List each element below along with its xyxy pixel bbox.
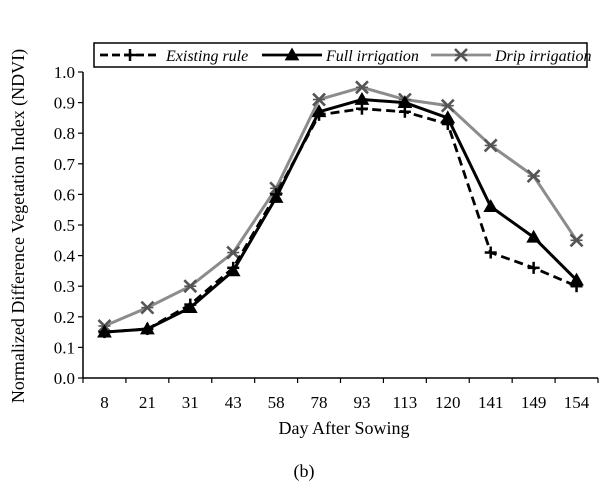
- legend-label-drip-irrigation: Drip irrigation: [494, 48, 591, 65]
- series-full-irrigation: [97, 92, 584, 338]
- legend-marker-drip-irrigation: [454, 48, 468, 62]
- x-axis-ticks: 8 21 31 43 58 78 93 113 120 141 149 154: [82, 378, 599, 412]
- series-existing-rule: [98, 102, 583, 339]
- data-point-drip-irrigation: [183, 279, 198, 294]
- x-tick-label: 78: [311, 393, 328, 412]
- data-point-existing-rule: [527, 261, 540, 274]
- legend: Existing rule Full irrigation Drip irrigat…: [93, 42, 591, 68]
- x-tick-label: 149: [521, 393, 547, 412]
- y-tick-label: 0.7: [54, 155, 76, 174]
- data-point-drip-irrigation: [355, 80, 369, 95]
- legend-label-full-irrigation: Full irrigation: [325, 48, 419, 65]
- data-point-existing-rule: [184, 298, 197, 311]
- data-point-existing-rule: [484, 246, 497, 259]
- legend-entry-full-irrigation: Full irrigation: [262, 47, 419, 65]
- x-tick-label: 154: [564, 393, 590, 412]
- data-point-existing-rule: [355, 102, 368, 115]
- y-tick-label: 0.9: [54, 94, 75, 113]
- legend-entry-existing-rule: Existing rule: [100, 48, 248, 65]
- data-point-drip-irrigation: [526, 169, 541, 183]
- legend-box: [93, 42, 588, 68]
- x-tick-label: 113: [392, 393, 417, 412]
- series-line-drip-irrigation: [103, 85, 578, 328]
- figure-caption: (b): [294, 461, 315, 482]
- series-line-full-irrigation: [104, 98, 578, 334]
- data-point-existing-rule: [270, 188, 283, 201]
- y-axis-ticks: 0.0 0.1 0.2 0.3 0.4 0.5 0.6 0.7 0.8 0.9 1.0: [54, 63, 83, 388]
- data-point-drip-irrigation: [140, 300, 155, 315]
- x-tick-label: 43: [225, 393, 242, 412]
- data-point-existing-rule: [98, 326, 111, 339]
- data-point-drip-irrigation: [440, 98, 455, 113]
- series-line-existing-rule: [104, 107, 578, 334]
- x-tick-label: 21: [139, 393, 156, 412]
- x-axis-label: Day After Sowing: [279, 418, 410, 438]
- x-tick-label: 93: [353, 393, 370, 412]
- legend-marker-full-irrigation: [284, 47, 300, 61]
- data-point-drip-irrigation: [226, 245, 241, 260]
- data-point-drip-irrigation: [483, 138, 498, 153]
- data-point-existing-rule: [313, 108, 326, 121]
- data-point-drip-irrigation: [569, 233, 584, 248]
- x-tick-label: 120: [435, 393, 461, 412]
- data-point-existing-rule: [141, 323, 154, 336]
- data-point-existing-rule: [398, 105, 411, 118]
- legend-label-existing-rule: Existing rule: [165, 48, 248, 65]
- data-point-existing-rule: [227, 261, 240, 274]
- axes: [82, 72, 598, 379]
- x-tick-label: 8: [100, 393, 109, 412]
- y-tick-label: 1.0: [54, 63, 75, 82]
- legend-marker-existing-rule: [124, 49, 136, 61]
- y-tick-label: 0.5: [54, 216, 75, 235]
- data-point-existing-rule: [570, 280, 583, 293]
- y-tick-label: 0.3: [54, 277, 75, 296]
- y-tick-label: 0.4: [54, 247, 76, 266]
- data-point-existing-rule: [441, 118, 454, 131]
- y-tick-label: 0.0: [54, 369, 75, 388]
- data-point-full-irrigation: [526, 229, 541, 243]
- data-point-full-irrigation: [483, 199, 499, 213]
- series-drip-irrigation: [97, 80, 584, 333]
- x-tick-label: 141: [478, 393, 504, 412]
- y-tick-label: 0.2: [54, 308, 75, 327]
- y-tick-label: 0.8: [54, 124, 75, 143]
- legend-entry-drip-irrigation: Drip irrigation: [431, 48, 591, 65]
- x-tick-label: 31: [182, 393, 199, 412]
- y-axis-label: Normalized Difference Vegetation Index (…: [8, 49, 29, 403]
- y-tick-label: 0.6: [54, 185, 75, 204]
- data-point-drip-irrigation: [312, 92, 326, 107]
- y-tick-label: 0.1: [54, 338, 75, 357]
- x-tick-label: 58: [268, 393, 285, 412]
- series-group: [97, 80, 584, 339]
